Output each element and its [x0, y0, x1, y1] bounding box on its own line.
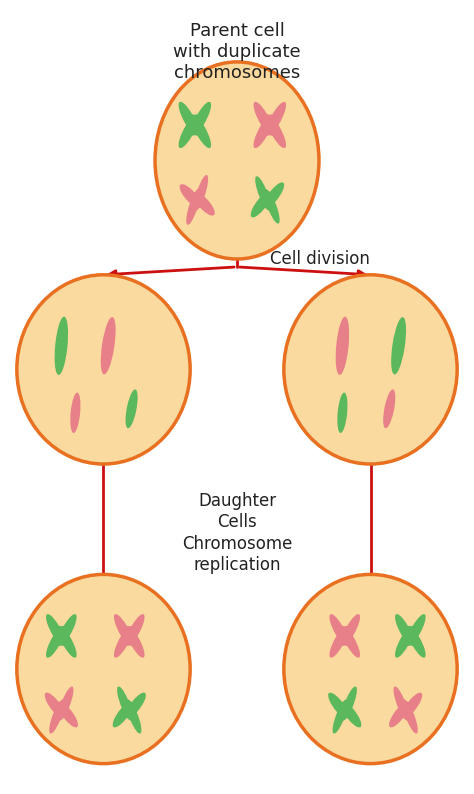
Ellipse shape — [57, 702, 78, 727]
Ellipse shape — [193, 192, 215, 216]
Ellipse shape — [337, 392, 347, 433]
Circle shape — [342, 631, 348, 641]
Circle shape — [127, 705, 132, 715]
Ellipse shape — [341, 702, 361, 727]
Ellipse shape — [328, 692, 348, 719]
Ellipse shape — [407, 614, 426, 646]
Ellipse shape — [194, 175, 208, 211]
Ellipse shape — [114, 626, 133, 657]
Ellipse shape — [126, 700, 141, 734]
Ellipse shape — [391, 317, 406, 375]
Ellipse shape — [17, 275, 190, 464]
Ellipse shape — [383, 389, 395, 428]
Ellipse shape — [329, 626, 348, 657]
Ellipse shape — [342, 687, 357, 721]
Ellipse shape — [191, 114, 211, 148]
Ellipse shape — [58, 614, 77, 646]
Circle shape — [194, 195, 200, 205]
Ellipse shape — [341, 626, 360, 657]
Ellipse shape — [186, 189, 200, 225]
Circle shape — [342, 705, 347, 715]
Ellipse shape — [113, 702, 133, 727]
Ellipse shape — [393, 687, 409, 721]
Ellipse shape — [266, 102, 286, 136]
Ellipse shape — [333, 700, 348, 734]
Ellipse shape — [45, 692, 65, 719]
Ellipse shape — [264, 183, 284, 208]
Ellipse shape — [402, 692, 422, 719]
Circle shape — [266, 120, 273, 130]
Circle shape — [126, 631, 132, 641]
Ellipse shape — [114, 614, 133, 646]
Ellipse shape — [55, 317, 68, 375]
Ellipse shape — [46, 614, 65, 646]
Ellipse shape — [329, 614, 348, 646]
Ellipse shape — [395, 626, 414, 657]
Ellipse shape — [336, 317, 349, 375]
Ellipse shape — [389, 702, 410, 727]
Text: Parent cell
with duplicate
chromosomes: Parent cell with duplicate chromosomes — [173, 22, 301, 82]
Ellipse shape — [126, 614, 145, 646]
Ellipse shape — [191, 102, 211, 136]
Ellipse shape — [49, 700, 64, 734]
Ellipse shape — [70, 392, 81, 433]
Ellipse shape — [179, 102, 199, 136]
Ellipse shape — [58, 687, 73, 721]
Circle shape — [403, 705, 409, 715]
Ellipse shape — [17, 574, 190, 764]
Ellipse shape — [155, 62, 319, 259]
Ellipse shape — [266, 114, 286, 148]
Ellipse shape — [395, 614, 414, 646]
Ellipse shape — [254, 102, 273, 136]
Ellipse shape — [101, 317, 116, 375]
Ellipse shape — [255, 176, 271, 210]
Ellipse shape — [126, 626, 145, 657]
Ellipse shape — [251, 191, 271, 218]
Ellipse shape — [341, 614, 360, 646]
Ellipse shape — [117, 687, 132, 721]
Ellipse shape — [284, 574, 457, 764]
Text: Chromosome
replication: Chromosome replication — [182, 535, 292, 574]
Circle shape — [407, 631, 413, 641]
Ellipse shape — [58, 626, 77, 657]
Ellipse shape — [46, 626, 65, 657]
Ellipse shape — [126, 389, 137, 428]
Circle shape — [58, 705, 64, 715]
Ellipse shape — [407, 626, 426, 657]
Text: Cell division: Cell division — [270, 250, 370, 268]
Ellipse shape — [179, 114, 199, 148]
Circle shape — [191, 120, 198, 130]
Text: Daughter
Cells: Daughter Cells — [198, 492, 276, 530]
Ellipse shape — [180, 184, 201, 208]
Circle shape — [264, 195, 270, 205]
Ellipse shape — [284, 275, 457, 464]
Ellipse shape — [264, 189, 280, 224]
Ellipse shape — [126, 692, 146, 719]
Ellipse shape — [254, 114, 273, 148]
Ellipse shape — [402, 700, 418, 734]
Circle shape — [58, 631, 64, 641]
